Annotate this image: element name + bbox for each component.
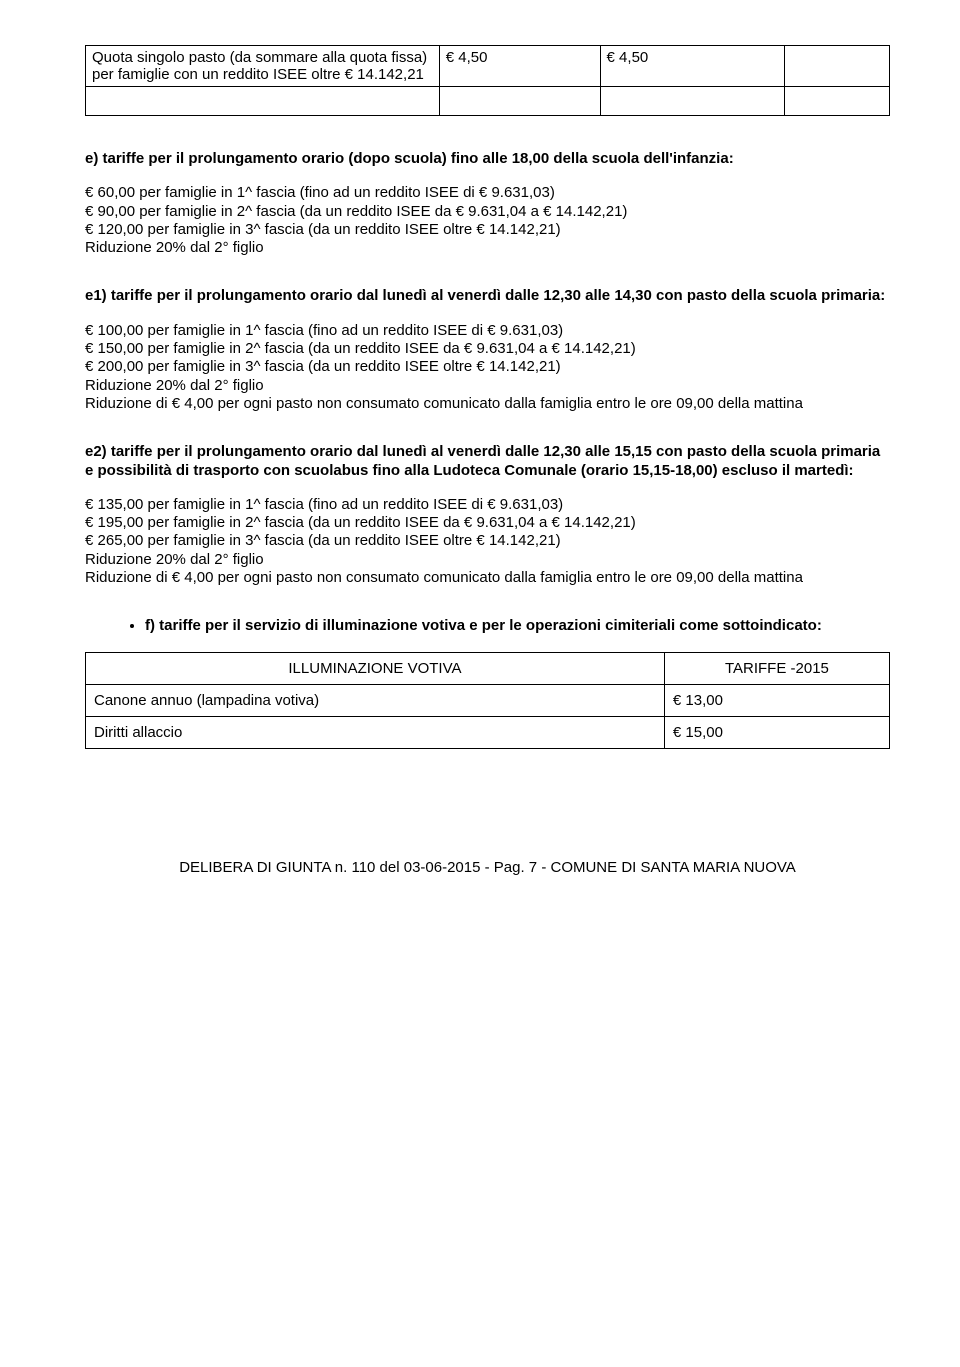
document-page: Quota singolo pasto (da sommare alla quo… [0,0,960,906]
section-e1-heading: e1) tariffe per il prolungamento orario … [85,287,890,305]
section-e2-heading: e2) tariffe per il prolungamento orario … [85,443,890,480]
section-e-line: € 120,00 per famiglie in 3^ fascia (da u… [85,221,561,238]
section-e2-line: Riduzione di € 4,00 per ogni pasto non c… [85,569,803,586]
section-e2-line: € 135,00 per famiglie in 1^ fascia (fino… [85,496,563,513]
section-e-heading: e) tariffe per il prolungamento orario (… [85,150,890,168]
section-e-body: € 60,00 per famiglie in 1^ fascia (fino … [85,184,890,257]
table-row: Quota singolo pasto (da sommare alla quo… [86,46,890,87]
votiva-header-left: ILLUMINAZIONE VOTIVA [86,653,665,685]
top-cell-desc: Quota singolo pasto (da sommare alla quo… [86,46,440,87]
section-f-bullet: f) tariffe per il servizio di illuminazi… [145,617,890,636]
section-e1-line: € 200,00 per famiglie in 3^ fascia (da u… [85,358,561,375]
section-e1-body: € 100,00 per famiglie in 1^ fascia (fino… [85,322,890,413]
section-e1-line: Riduzione 20% dal 2° figlio [85,377,264,394]
votiva-row-label: Diritti allaccio [86,717,665,749]
votiva-row-value: € 15,00 [664,717,889,749]
votiva-row-value: € 13,00 [664,685,889,717]
top-cell-col3: € 4,50 [600,46,785,87]
section-e-line: € 90,00 per famiglie in 2^ fascia (da un… [85,203,627,220]
section-e1-line: Riduzione di € 4,00 per ogni pasto non c… [85,395,803,412]
section-e1-line: € 100,00 per famiglie in 1^ fascia (fino… [85,322,563,339]
table-row: ILLUMINAZIONE VOTIVA TARIFFE -2015 [86,653,890,685]
section-e2-body: € 135,00 per famiglie in 1^ fascia (fino… [85,496,890,587]
table-row: Canone annuo (lampadina votiva) € 13,00 [86,685,890,717]
section-f-bullet-list: f) tariffe per il servizio di illuminazi… [85,617,890,636]
section-e-line: € 60,00 per famiglie in 1^ fascia (fino … [85,184,555,201]
votiva-table: ILLUMINAZIONE VOTIVA TARIFFE -2015 Canon… [85,652,890,749]
top-cell-col2: € 4,50 [439,46,600,87]
section-e-line: Riduzione 20% dal 2° figlio [85,239,264,256]
section-e1-line: € 150,00 per famiglie in 2^ fascia (da u… [85,340,636,357]
votiva-row-label: Canone annuo (lampadina votiva) [86,685,665,717]
section-e2: e2) tariffe per il prolungamento orario … [85,443,890,587]
section-e2-line: € 265,00 per famiglie in 3^ fascia (da u… [85,532,561,549]
section-e2-line: Riduzione 20% dal 2° figlio [85,551,264,568]
section-e2-line: € 195,00 per famiglie in 2^ fascia (da u… [85,514,636,531]
section-e1: e1) tariffe per il prolungamento orario … [85,287,890,413]
table-row: Diritti allaccio € 15,00 [86,717,890,749]
top-cell-col4 [785,46,890,87]
votiva-header-right: TARIFFE -2015 [664,653,889,685]
page-footer: DELIBERA DI GIUNTA n. 110 del 03-06-2015… [85,859,890,876]
section-e: e) tariffe per il prolungamento orario (… [85,150,890,257]
top-fee-table: Quota singolo pasto (da sommare alla quo… [85,45,890,116]
table-spacer-row [86,87,890,116]
